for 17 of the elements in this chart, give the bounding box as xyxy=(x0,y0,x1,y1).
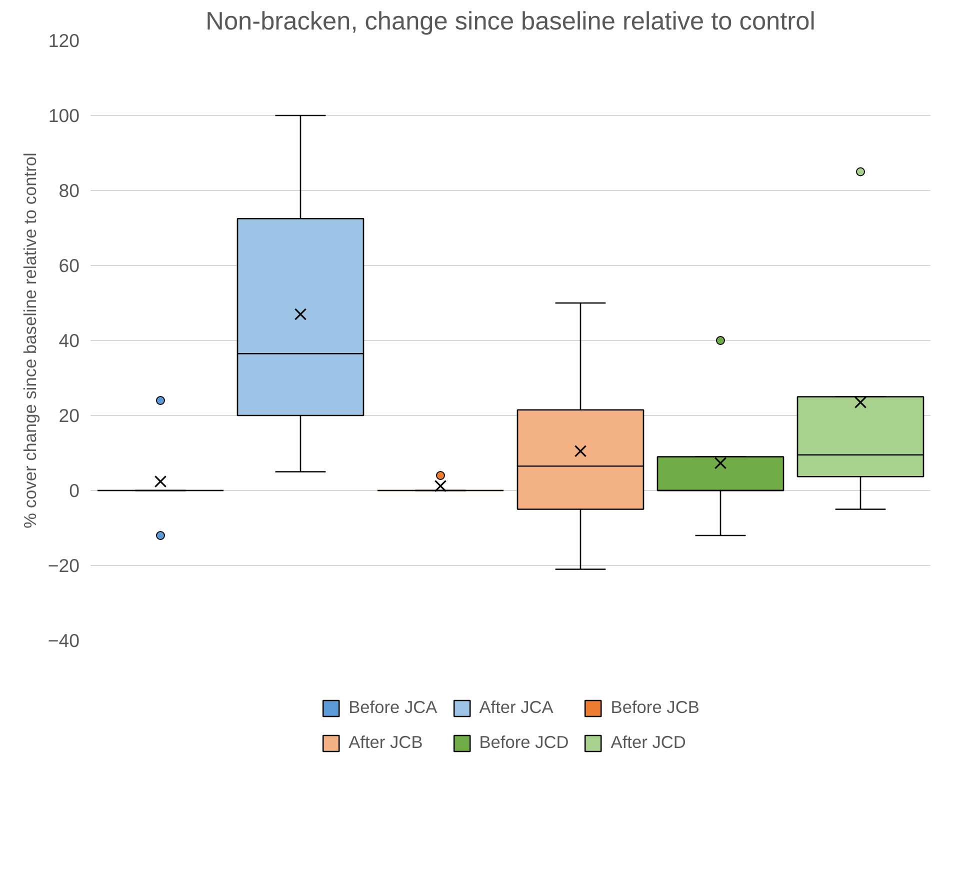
legend-label: Before JCD xyxy=(479,732,569,753)
y-tick-label: 40 xyxy=(58,330,80,351)
y-tick-label: 20 xyxy=(58,405,80,426)
y-axis-title: % cover change since baseline relative to control xyxy=(20,152,40,528)
y-tick-label: 60 xyxy=(58,255,80,276)
legend-label: After JCB xyxy=(348,732,423,753)
y-tick-label: 0 xyxy=(69,480,80,501)
legend-label: After JCA xyxy=(479,697,554,718)
legend-label: After JCD xyxy=(610,732,686,753)
legend-label: Before JCB xyxy=(610,697,700,718)
y-tick-label: 80 xyxy=(58,180,80,201)
legend-label: Before JCA xyxy=(348,697,438,718)
y-tick-label: 120 xyxy=(48,30,80,51)
y-tick-label: −20 xyxy=(48,555,80,576)
y-tick-label: 100 xyxy=(48,105,80,126)
chart-title: Non-bracken, change since baseline relative to control xyxy=(206,8,816,36)
y-tick-label: −40 xyxy=(48,630,80,651)
